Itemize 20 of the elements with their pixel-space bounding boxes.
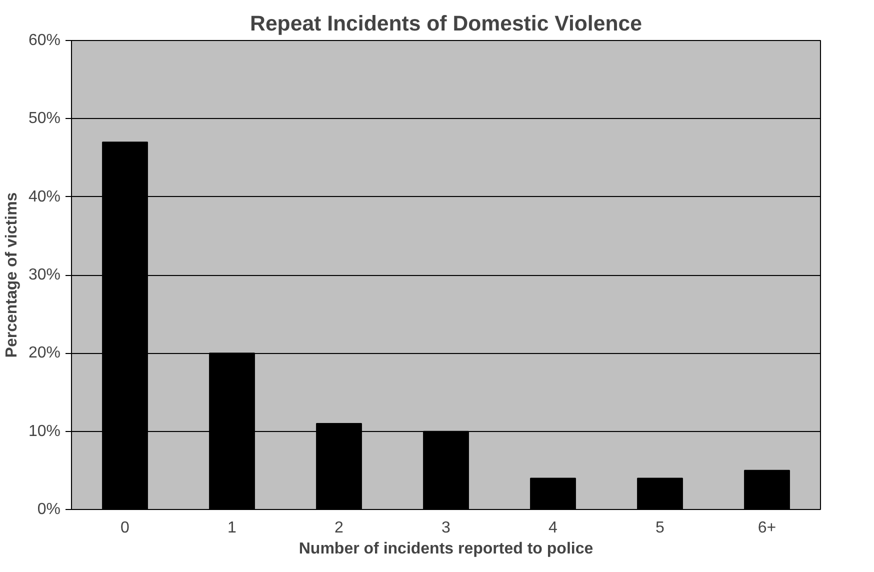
- x-tick-label: 3: [442, 520, 451, 536]
- x-tick-label: 2: [334, 520, 344, 536]
- x-tick-label: 4: [548, 520, 558, 536]
- y-axis-title: Percentage of victims: [3, 192, 20, 358]
- x-axis-title: Number of incidents reported to police: [298, 540, 594, 558]
- y-tick-label: 60%: [28, 32, 61, 49]
- y-tick-label: 0%: [37, 501, 60, 518]
- bar: [530, 478, 576, 510]
- y-tick-label: 20%: [28, 344, 61, 362]
- y-tick-label: 40%: [28, 188, 61, 206]
- y-tick-label: 10%: [28, 422, 61, 440]
- bar: [637, 478, 683, 510]
- y-tick-label: 50%: [28, 110, 61, 128]
- y-tick-label: 30%: [28, 266, 61, 284]
- x-tick-label: 0: [120, 520, 130, 536]
- x-tick-label: 5: [656, 520, 665, 536]
- bar: [744, 470, 790, 510]
- x-tick-label: 6+: [758, 520, 776, 536]
- chart-title: Repeat Incidents of Domestic Violence: [250, 12, 642, 36]
- x-tick-label: 1: [228, 520, 237, 536]
